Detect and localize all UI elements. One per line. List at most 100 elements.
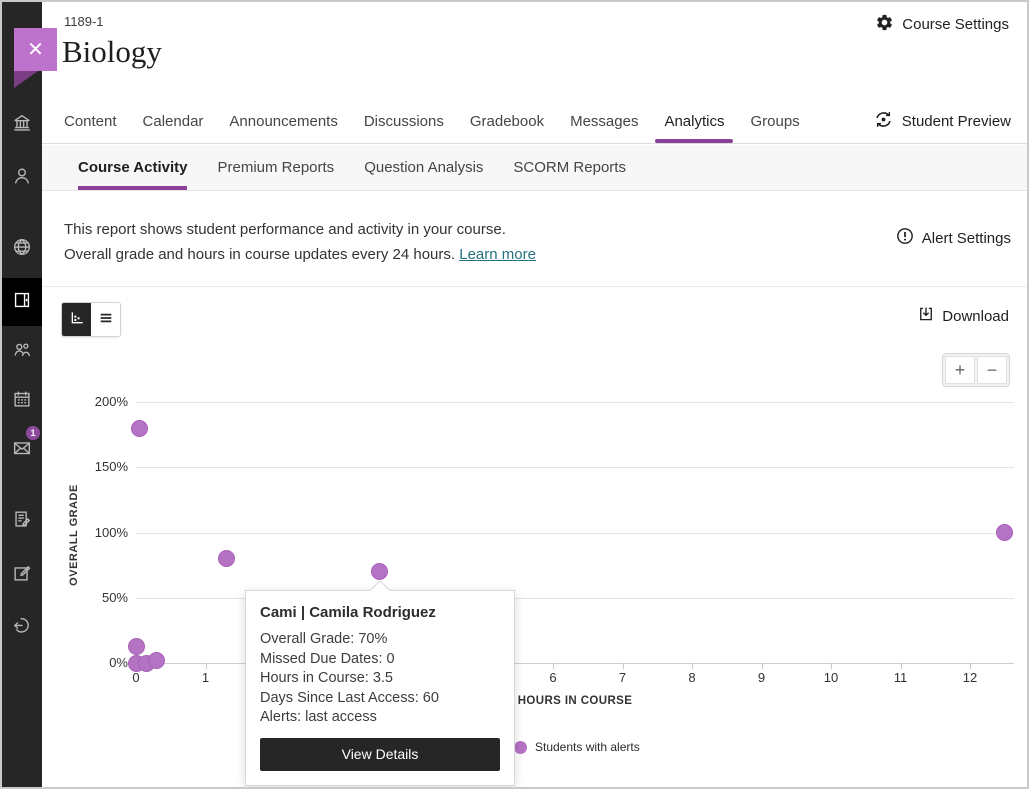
y-tick-label: 0% (109, 655, 128, 670)
list-icon (98, 310, 114, 329)
data-point[interactable] (996, 524, 1014, 541)
tab-announcements[interactable]: Announcements (229, 113, 338, 130)
subtab-course-activity[interactable]: Course Activity (78, 145, 188, 190)
sidebar-item-calendar[interactable] (2, 381, 42, 421)
download-button[interactable]: Download (917, 305, 1009, 327)
alert-settings-button[interactable]: Alert Settings (895, 226, 1011, 250)
close-course-button[interactable]: ✕ (14, 28, 57, 71)
report-description-line1: This report shows student performance an… (64, 221, 506, 238)
zoom-out-button[interactable]: − (977, 356, 1007, 384)
x-tick-mark (205, 663, 207, 669)
globe-icon (11, 236, 33, 263)
x-tick-label: 0 (132, 670, 140, 685)
course-nav: Content Calendar Announcements Discussio… (42, 100, 1027, 144)
sidebar-item-tools[interactable] (2, 555, 42, 595)
tooltip-student-name: Cami | Camila Rodriguez (260, 604, 436, 621)
view-details-button[interactable]: View Details (260, 737, 500, 771)
gridline-150% (136, 467, 1014, 469)
tab-gradebook[interactable]: Gradebook (469, 113, 545, 130)
subtab-scorm-reports[interactable]: SCORM Reports (513, 159, 626, 176)
data-point[interactable] (130, 419, 148, 437)
tab-groups[interactable]: Groups (750, 113, 800, 130)
y-tick-label: 200% (94, 394, 128, 409)
sidebar-item-institution[interactable] (2, 105, 42, 145)
x-tick-label: 6 (549, 670, 557, 685)
sidebar-item-messages[interactable]: 1 (2, 426, 42, 470)
y-tick-label: 150% (94, 459, 128, 475)
course-settings-button[interactable]: Course Settings (875, 13, 1009, 36)
alert-settings-label: Alert Settings (921, 229, 1011, 247)
x-axis-label: HOURS IN COURSE (517, 695, 633, 707)
gridline-100% (136, 532, 1014, 534)
y-tick-label: 50% (101, 589, 128, 605)
scatter-chart-icon (69, 310, 85, 329)
tab-messages[interactable]: Messages (570, 113, 639, 130)
scatter-plot: OVERALL GRADE HOURS IN COURSE 0% 50% 100% 1… (42, 2, 1027, 787)
courses-icon (11, 289, 33, 316)
tab-discussions[interactable]: Discussions (363, 113, 444, 130)
messages-badge: 1 (26, 426, 40, 440)
x-tick-label: 9 (757, 670, 766, 685)
x-tick-label: 1 (201, 670, 210, 685)
course-id: 1189-1 (64, 14, 104, 29)
x-tick-label: 12 (962, 670, 978, 685)
chart-view-toggle (61, 302, 121, 337)
tab-content[interactable]: Content (64, 113, 117, 130)
grades-icon (11, 508, 33, 535)
gridline-200% (136, 402, 1014, 403)
sidebar-item-sign-out[interactable] (2, 607, 42, 647)
alert-icon (895, 226, 915, 250)
course-settings-label: Course Settings (902, 16, 1009, 33)
table-view-button[interactable] (91, 303, 120, 336)
student-preview-icon (873, 109, 894, 134)
tooltip-missed-due-dates: Missed Due Dates: 0 (260, 650, 395, 667)
page-title: Biology (62, 34, 162, 69)
sidebar-item-groups[interactable] (2, 332, 42, 372)
sidebar-item-courses[interactable] (2, 282, 42, 322)
data-point[interactable] (370, 563, 388, 581)
sidebar-item-organizations[interactable] (2, 229, 42, 269)
zoom-in-button[interactable]: + (945, 356, 975, 384)
subtab-question-analysis[interactable]: Question Analysis (364, 159, 484, 176)
x-tick-label: 7 (618, 670, 627, 685)
student-preview-button[interactable]: Student Preview (873, 109, 1011, 134)
x-tick-label: 10 (823, 670, 839, 685)
sidebar-item-grades[interactable] (2, 501, 42, 541)
calendar-icon (11, 388, 33, 415)
x-tick-mark (553, 663, 554, 669)
x-tick-mark (831, 663, 832, 669)
x-tick-mark (622, 663, 624, 669)
chart-view-button[interactable] (62, 303, 91, 336)
legend-swatch-students-with-alerts (514, 740, 527, 754)
data-point[interactable] (217, 550, 235, 568)
y-tick-label: 100% (94, 524, 128, 540)
groups-icon (11, 339, 33, 366)
institution-icon (11, 112, 33, 139)
app-sidebar: 1 (2, 2, 42, 787)
analytics-subnav: Course Activity Premium Reports Question… (42, 145, 1027, 191)
sign-out-icon (11, 614, 33, 641)
compose-icon (11, 562, 33, 589)
student-preview-label: Student Preview (901, 113, 1011, 130)
gridline-50% (136, 597, 1014, 599)
x-tick-mark (692, 663, 693, 669)
legend-label: Students with alerts (535, 740, 640, 754)
gridline-0% (136, 663, 1014, 664)
gear-icon (875, 13, 894, 36)
x-tick-mark (970, 663, 971, 669)
download-label: Download (942, 307, 1009, 325)
report-description-line2: Overall grade and hours in course update… (64, 246, 536, 263)
main-panel: 1189-1 Biology Course Settings Content C… (42, 2, 1027, 787)
data-point[interactable] (127, 637, 145, 655)
x-tick-label: 11 (893, 670, 908, 685)
sidebar-item-profile[interactable] (2, 158, 42, 198)
subtab-premium-reports[interactable]: Premium Reports (217, 159, 335, 176)
tooltip-alerts: Alerts: last access (260, 709, 377, 725)
close-icon: ✕ (27, 38, 44, 61)
tab-calendar[interactable]: Calendar (142, 113, 204, 130)
tab-analytics[interactable]: Analytics (655, 101, 734, 143)
data-point[interactable] (148, 651, 166, 669)
learn-more-link[interactable]: Learn more (459, 246, 536, 263)
student-tooltip: Cami | Camila Rodriguez Overall Grade: 7… (245, 580, 515, 786)
tooltip-overall-grade: Overall Grade: 70% (260, 631, 388, 647)
